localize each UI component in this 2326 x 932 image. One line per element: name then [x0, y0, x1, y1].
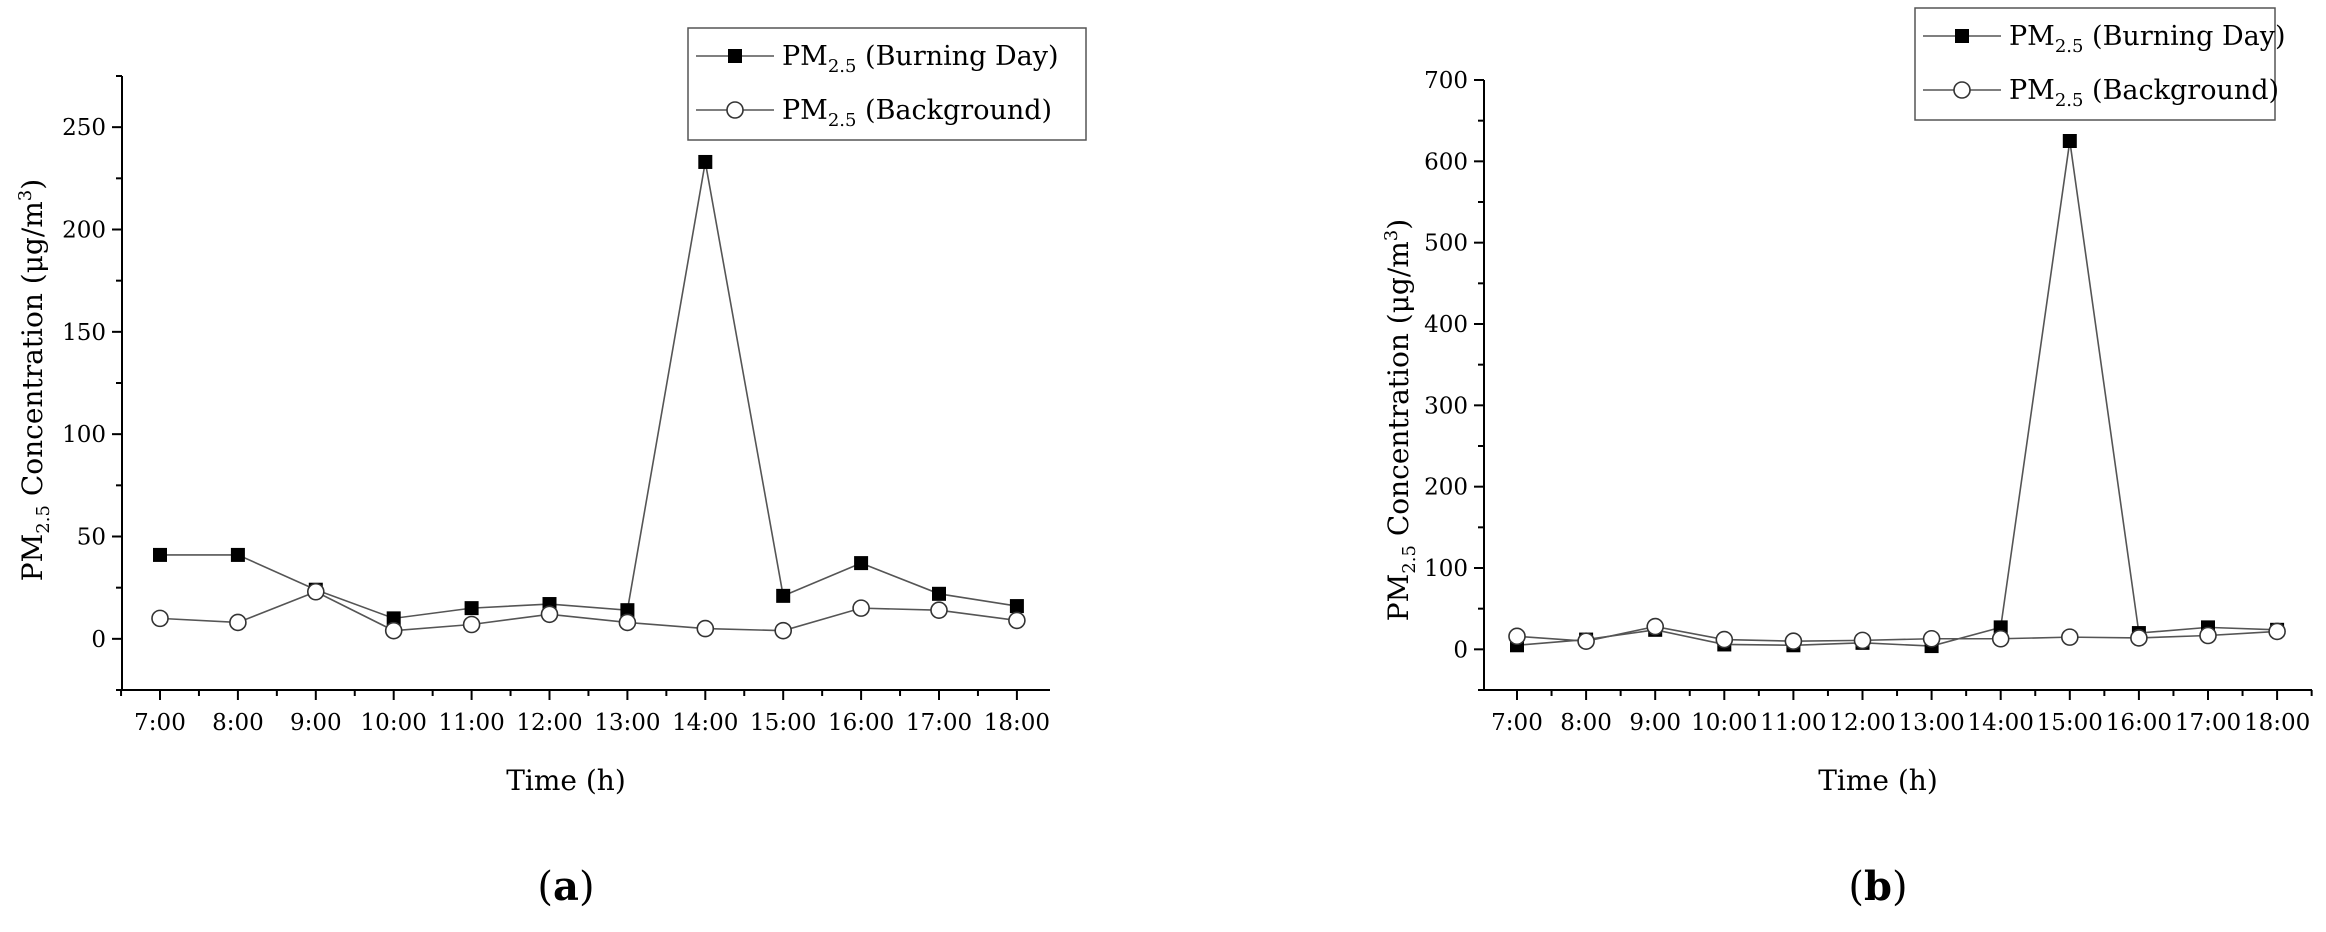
- x-axis-title: Time (h): [506, 764, 626, 797]
- x-tick-label: 18:00: [2244, 710, 2310, 736]
- data-point-background: [540, 605, 559, 624]
- data-point-background: [2061, 628, 2079, 646]
- y-tick-label: 700: [1424, 68, 1468, 94]
- data-point-burning-day: [464, 601, 479, 616]
- x-tick-label: 9:00: [290, 710, 342, 736]
- series-line-burning-day: [1516, 140, 2278, 647]
- legend-marker-square: [1955, 29, 1969, 43]
- data-point-background: [1922, 629, 1941, 648]
- data-point-background: [306, 582, 325, 601]
- data-point-burning-day: [854, 556, 869, 571]
- data-point-background: [618, 613, 637, 632]
- x-tick-label: 16:00: [828, 710, 894, 736]
- data-point-burning-day: [620, 603, 635, 618]
- data-point-burning-day: [1009, 599, 1024, 614]
- series-line-background: [1516, 625, 2278, 643]
- x-tick-label: 10:00: [361, 710, 427, 736]
- data-point-background: [1646, 617, 1664, 636]
- data-point-background: [852, 599, 870, 617]
- legend-label: PM2.5 (Background): [2009, 75, 2279, 111]
- data-point-background: [1715, 630, 1734, 649]
- y-tick-label: 50: [77, 525, 106, 551]
- chart-panel-a: 0 50 100 150 200 250 7:00 8:00 9:00 10:00 11:00 12:…: [15, 27, 1087, 910]
- data-point-background: [384, 621, 403, 640]
- y-tick-label: 400: [1424, 312, 1468, 338]
- legend-marker-circle: [726, 101, 744, 119]
- data-point-background: [151, 609, 169, 628]
- x-tick-label: 18:00: [984, 710, 1050, 736]
- data-point-background: [930, 601, 948, 619]
- data-point-background: [1008, 611, 1026, 630]
- x-tick-label: 13:00: [594, 710, 660, 736]
- x-tick-label: 11:00: [438, 710, 504, 736]
- data-point-burning-day: [2062, 134, 2077, 148]
- data-point-burning-day: [230, 547, 245, 562]
- data-point-background: [2130, 629, 2148, 647]
- x-tick-label: 16:00: [2106, 710, 2172, 736]
- data-point-background: [696, 619, 715, 638]
- data-point-background: [1853, 631, 1872, 650]
- y-tick-label: 250: [62, 115, 106, 141]
- legend-label: PM2.5 (Burning Day): [2009, 21, 2286, 57]
- y-axis-title: PM2.5 Concentration (μg/m3): [15, 179, 54, 581]
- y-tick-label: 0: [91, 627, 106, 653]
- panel-label: (a): [537, 863, 594, 910]
- data-point-burning-day: [153, 547, 167, 562]
- data-point-background: [2199, 626, 2217, 645]
- data-point-background: [462, 615, 481, 634]
- x-tick-label: 10:00: [1691, 710, 1757, 736]
- data-point-burning-day: [386, 611, 401, 626]
- y-tick-label: 100: [62, 422, 106, 448]
- series-line-background: [159, 590, 1018, 632]
- legend-label: PM2.5 (Background): [782, 95, 1052, 131]
- x-tick-label: 17:00: [2175, 710, 2241, 736]
- y-tick-label: 100: [1424, 556, 1468, 582]
- x-tick-label: 15:00: [750, 710, 816, 736]
- data-point-burning-day: [932, 586, 946, 601]
- x-tick-label: 13:00: [1898, 710, 1964, 736]
- x-tick-label: 8:00: [1560, 710, 1612, 736]
- legend-box: [1914, 7, 2276, 121]
- legend-box: [687, 27, 1087, 141]
- y-tick-label: 200: [62, 218, 106, 244]
- x-tick-label: 8:00: [212, 710, 264, 736]
- y-tick-label: 150: [62, 320, 106, 346]
- data-point-burning-day: [776, 588, 791, 603]
- x-tick-label: 11:00: [1760, 710, 1826, 736]
- data-point-background: [2268, 622, 2286, 641]
- y-tick-label: 500: [1424, 231, 1468, 257]
- y-tick-label: 0: [1453, 637, 1468, 663]
- y-tick-label: 300: [1424, 393, 1468, 419]
- y-axis-title: PM2.5 Concentration (μg/m3): [1381, 219, 1420, 621]
- legend-marker-circle: [1953, 81, 1971, 99]
- panel-label: (b): [1848, 863, 1907, 910]
- data-point-background: [774, 621, 793, 640]
- x-tick-label: 7:00: [134, 710, 186, 736]
- series-line-burning-day: [160, 161, 1018, 620]
- x-tick-label: 17:00: [906, 710, 972, 736]
- legend-marker-square: [728, 49, 742, 63]
- x-tick-label: 12:00: [516, 710, 582, 736]
- x-axis-title: Time (h): [1818, 764, 1938, 797]
- data-point-background: [1991, 629, 2010, 648]
- y-tick-label: 200: [1424, 475, 1468, 501]
- data-point-background: [1577, 632, 1595, 651]
- x-tick-label: 9:00: [1629, 710, 1681, 736]
- data-point-background: [1508, 627, 1526, 646]
- x-tick-label: 12:00: [1829, 710, 1895, 736]
- data-point-burning-day: [698, 154, 713, 169]
- data-point-background: [229, 613, 247, 632]
- data-point-background: [1784, 632, 1803, 651]
- x-tick-label: 15:00: [2037, 710, 2103, 736]
- x-tick-label: 14:00: [672, 710, 738, 736]
- x-tick-label: 7:00: [1491, 710, 1543, 736]
- legend-label: PM2.5 (Burning Day): [782, 41, 1059, 77]
- y-tick-label: 600: [1424, 149, 1468, 175]
- x-tick-label: 14:00: [1968, 710, 2034, 736]
